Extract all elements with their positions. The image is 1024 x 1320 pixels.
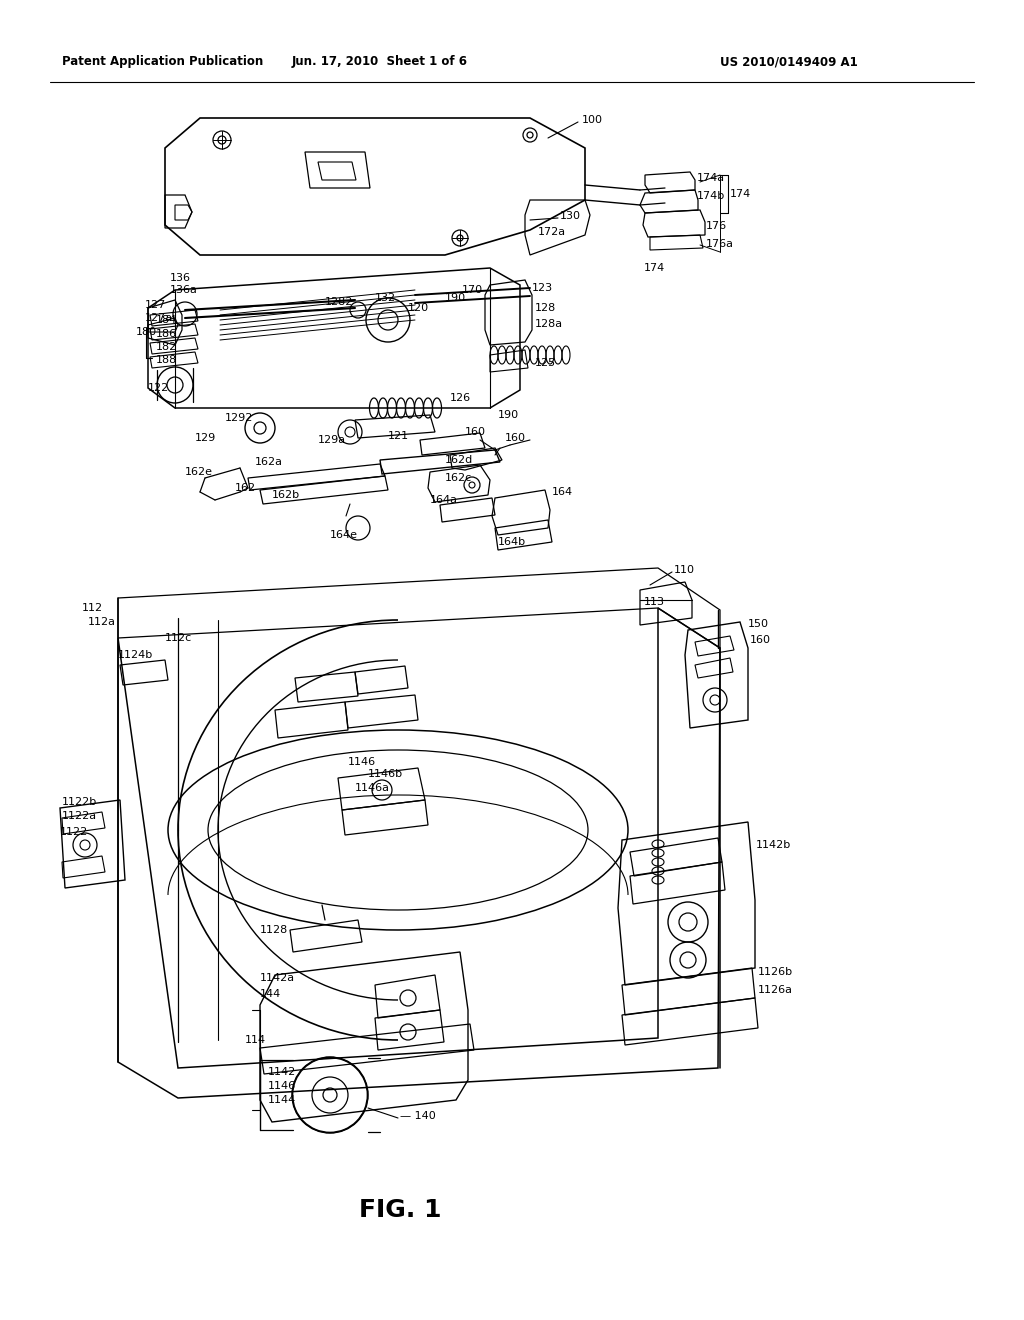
Text: Patent Application Publication: Patent Application Publication — [62, 55, 263, 69]
Text: 127a: 127a — [145, 313, 173, 323]
Text: 188: 188 — [156, 355, 177, 366]
Text: 144: 144 — [260, 989, 282, 999]
Text: 1142b: 1142b — [756, 840, 792, 850]
Text: 123: 123 — [532, 282, 553, 293]
Text: 176: 176 — [706, 220, 727, 231]
Text: 164: 164 — [552, 487, 573, 498]
Text: 128a: 128a — [535, 319, 563, 329]
Text: 172a: 172a — [538, 227, 566, 238]
Text: 186: 186 — [156, 329, 177, 339]
Text: 127: 127 — [145, 300, 166, 310]
Text: 174a: 174a — [697, 173, 725, 183]
Text: 190: 190 — [498, 411, 519, 420]
Text: 162b: 162b — [272, 490, 300, 500]
Text: 113: 113 — [644, 597, 665, 607]
Text: 174b: 174b — [697, 191, 725, 201]
Text: 120: 120 — [408, 304, 429, 313]
Text: 128: 128 — [535, 304, 556, 313]
Text: 1142a: 1142a — [260, 973, 295, 983]
Text: 125: 125 — [535, 358, 556, 368]
Text: 112c: 112c — [165, 634, 193, 643]
Text: 112: 112 — [82, 603, 103, 612]
Text: 160: 160 — [465, 426, 486, 437]
Text: 129: 129 — [195, 433, 216, 444]
Text: 112a: 112a — [88, 616, 116, 627]
Text: 122: 122 — [148, 383, 169, 393]
Text: 1146: 1146 — [348, 756, 376, 767]
Text: 164a: 164a — [430, 495, 458, 506]
Text: 184: 184 — [156, 315, 177, 325]
Text: 162e: 162e — [185, 467, 213, 477]
Text: 1126a: 1126a — [758, 985, 793, 995]
Text: 174: 174 — [644, 263, 666, 273]
Text: 100: 100 — [582, 115, 603, 125]
Text: 160: 160 — [750, 635, 771, 645]
Text: 132: 132 — [375, 293, 396, 304]
Text: 1282: 1282 — [325, 297, 353, 308]
Text: 170: 170 — [462, 285, 483, 294]
Text: 1126b: 1126b — [758, 968, 794, 977]
Text: 129a: 129a — [318, 436, 346, 445]
Text: 162a: 162a — [255, 457, 283, 467]
Text: 114: 114 — [245, 1035, 266, 1045]
Text: 1122: 1122 — [60, 828, 88, 837]
Text: 176a: 176a — [706, 239, 734, 249]
Text: 182: 182 — [156, 342, 177, 352]
Text: — 140: — 140 — [400, 1111, 436, 1121]
Text: 164e: 164e — [330, 531, 358, 540]
Text: 162d: 162d — [445, 455, 473, 465]
Text: 121: 121 — [388, 432, 410, 441]
Text: 150: 150 — [748, 619, 769, 630]
Text: 1292: 1292 — [225, 413, 253, 422]
Text: 174: 174 — [730, 189, 752, 199]
Text: 162: 162 — [234, 483, 256, 492]
Text: 1146a: 1146a — [355, 783, 390, 793]
Text: 164b: 164b — [498, 537, 526, 546]
Text: 162c: 162c — [445, 473, 472, 483]
Text: US 2010/0149409 A1: US 2010/0149409 A1 — [720, 55, 858, 69]
Text: 1146: 1146 — [268, 1081, 296, 1092]
Text: 136a: 136a — [170, 285, 198, 294]
Text: 1142: 1142 — [268, 1067, 296, 1077]
Text: 130: 130 — [560, 211, 581, 220]
Text: 1128: 1128 — [260, 925, 288, 935]
Text: Jun. 17, 2010  Sheet 1 of 6: Jun. 17, 2010 Sheet 1 of 6 — [292, 55, 468, 69]
Text: FIG. 1: FIG. 1 — [358, 1199, 441, 1222]
Text: 126: 126 — [450, 393, 471, 403]
Text: 136: 136 — [170, 273, 191, 282]
Text: 180: 180 — [136, 327, 157, 337]
Text: 160: 160 — [505, 433, 526, 444]
Text: 1124b: 1124b — [118, 649, 154, 660]
Text: 110: 110 — [674, 565, 695, 576]
Text: 1144: 1144 — [268, 1096, 296, 1105]
Text: 1122b: 1122b — [62, 797, 97, 807]
Text: 1146b: 1146b — [368, 770, 403, 779]
Text: 190: 190 — [445, 293, 466, 304]
Text: 1122a: 1122a — [62, 810, 97, 821]
